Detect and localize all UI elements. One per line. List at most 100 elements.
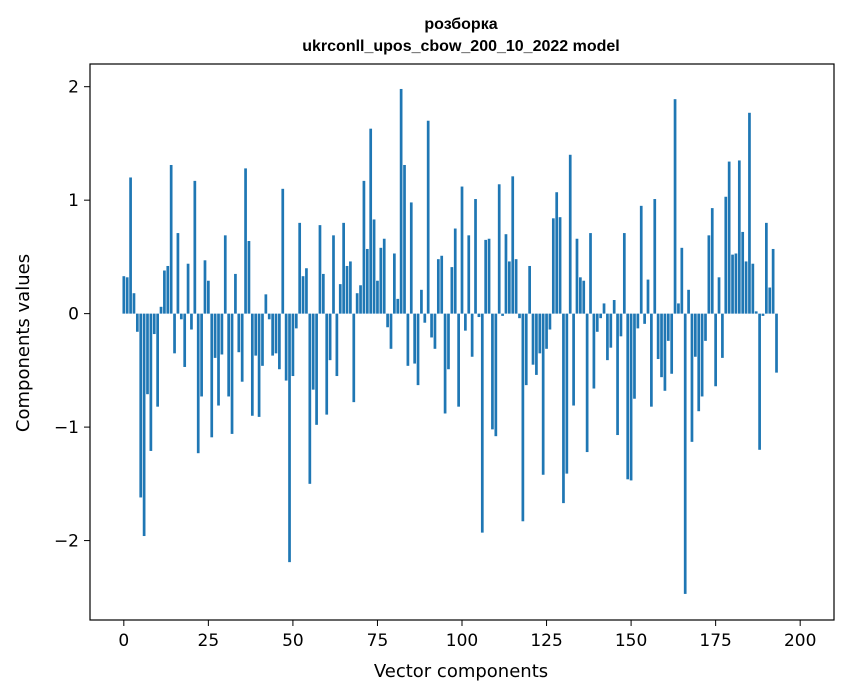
bar — [369, 128, 373, 314]
bar — [139, 313, 143, 498]
x-tick-label: 0 — [118, 631, 129, 651]
bar — [230, 313, 234, 434]
bar — [636, 313, 640, 329]
bar — [129, 177, 132, 314]
bar — [609, 313, 613, 348]
bar — [284, 313, 288, 381]
bar — [629, 313, 633, 481]
bar — [511, 176, 515, 314]
bar — [727, 161, 731, 314]
bar — [474, 199, 477, 314]
bar — [602, 303, 606, 314]
bar — [261, 313, 264, 366]
bar — [656, 313, 660, 360]
bar — [453, 228, 457, 314]
y-axis-label: Components values — [13, 254, 34, 432]
bar — [436, 259, 440, 314]
bar — [135, 313, 139, 332]
bar — [606, 313, 609, 361]
bar — [541, 313, 545, 475]
bar — [531, 313, 535, 365]
bar — [494, 313, 498, 437]
x-tick-label: 50 — [282, 631, 304, 651]
bar — [379, 247, 383, 314]
bar — [403, 164, 406, 314]
bar — [775, 313, 778, 373]
bar — [758, 313, 761, 450]
bar — [693, 313, 697, 357]
bar — [741, 231, 745, 314]
bar — [443, 313, 447, 414]
bar — [203, 260, 207, 314]
bar — [470, 313, 474, 357]
bar — [315, 313, 318, 425]
bar — [765, 222, 768, 314]
bar — [643, 313, 646, 324]
bar — [173, 313, 176, 354]
bar — [646, 279, 650, 314]
bar — [507, 261, 511, 314]
x-tick-label: 125 — [530, 631, 562, 651]
bar — [518, 313, 521, 319]
bar — [663, 313, 667, 391]
bar — [599, 313, 603, 319]
chart-title-line2: ukrconll_upos_cbow_200_10_2022 model — [302, 38, 619, 55]
bar — [264, 294, 268, 314]
bar — [639, 205, 643, 314]
x-tick-label: 175 — [699, 631, 731, 651]
bar — [345, 265, 349, 314]
bar — [318, 225, 322, 314]
x-tick-label: 75 — [367, 631, 389, 651]
bar — [365, 248, 369, 314]
bar — [342, 222, 345, 314]
bar — [447, 313, 450, 370]
bar — [585, 313, 589, 453]
bar — [707, 235, 711, 314]
x-tick-label: 25 — [198, 631, 220, 651]
bar — [159, 306, 163, 314]
bar — [582, 280, 586, 314]
y-tick-label: −2 — [54, 532, 79, 552]
bar — [200, 313, 203, 397]
bar — [744, 261, 748, 314]
bar — [440, 255, 444, 314]
y-tick-label: 2 — [68, 78, 79, 98]
bar — [589, 233, 592, 314]
bar — [514, 259, 518, 314]
bar — [626, 313, 630, 480]
bar — [423, 313, 427, 323]
bar — [653, 199, 657, 314]
bar — [376, 280, 379, 314]
bar — [207, 280, 210, 314]
bar — [700, 313, 704, 397]
bar — [771, 248, 775, 314]
bar — [386, 313, 389, 328]
bar — [169, 164, 173, 314]
bar — [562, 313, 565, 504]
bar — [355, 293, 359, 314]
bar — [250, 313, 254, 416]
bar — [294, 313, 298, 329]
bar — [748, 112, 751, 314]
bar — [186, 263, 190, 314]
bar — [278, 313, 281, 370]
bar — [619, 313, 623, 337]
bar — [234, 273, 237, 314]
bar — [152, 313, 156, 335]
bar — [142, 313, 146, 537]
bar — [683, 313, 687, 594]
bar — [301, 276, 305, 314]
bar — [622, 233, 626, 314]
bar — [612, 300, 616, 314]
bar — [545, 313, 548, 349]
bar — [406, 313, 410, 366]
bar — [389, 313, 393, 349]
bar — [524, 313, 528, 386]
bar — [163, 270, 166, 314]
bar — [274, 313, 278, 354]
bar — [183, 313, 187, 367]
bar — [751, 263, 755, 314]
bar — [328, 313, 332, 361]
bar — [666, 313, 670, 341]
bar — [359, 285, 362, 314]
